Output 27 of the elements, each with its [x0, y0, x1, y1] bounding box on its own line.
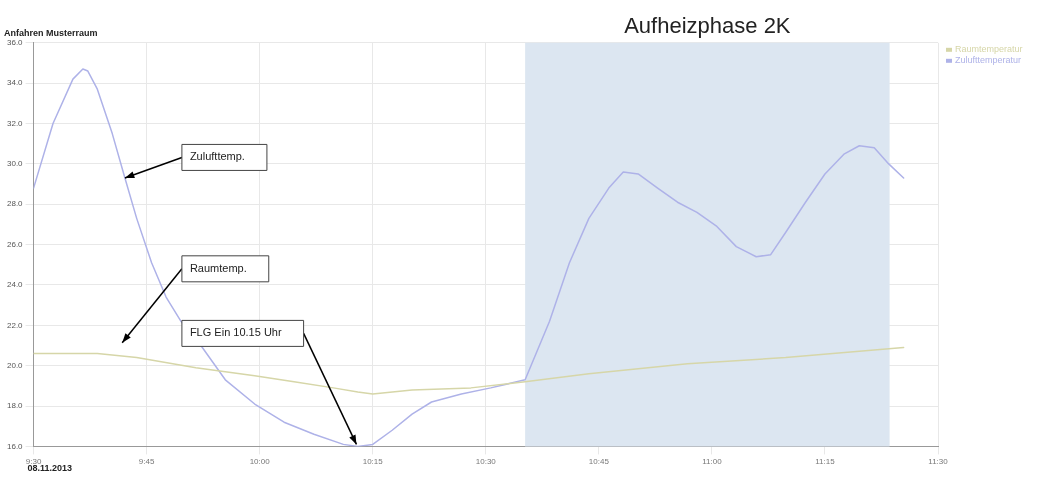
y-tick-label: 32.0: [6, 118, 24, 128]
x-tick-label: 9:45: [138, 457, 155, 467]
legend-label: Raumtemperatur: [955, 43, 1023, 54]
y-tick-label: 30.0: [6, 159, 24, 169]
annotation: Zulufttemp.: [189, 150, 245, 163]
x-tick-label: 11:00: [702, 457, 723, 467]
x-tick-label: 10:00: [249, 457, 271, 467]
x-tick-label: 10:30: [475, 457, 497, 467]
x-tick-label: 11:15: [815, 457, 836, 467]
y-tick-label: 16.0: [6, 441, 24, 451]
y-tick-label: 26.0: [6, 239, 24, 249]
x-tick-label: 10:15: [362, 457, 384, 467]
annotation: Raumtemp.: [189, 261, 247, 274]
y-tick-label: 20.0: [6, 360, 24, 370]
y-tick-label: 28.0: [6, 199, 24, 209]
y-tick-label: 34.0: [6, 78, 24, 88]
y-tick-label: 24.0: [6, 280, 24, 290]
band-label: Aufheizphase 2K: [624, 13, 791, 39]
x-tick-label: 10:45: [588, 457, 610, 467]
y-tick-label: 22.0: [6, 320, 24, 330]
legend-label: Zulufttemperatur: [955, 54, 1022, 65]
y-tick-label: 36.0: [6, 38, 24, 47]
annotation: FLG Ein 10.15 Uhr: [189, 326, 282, 339]
text: 08.11.2013: [27, 463, 73, 474]
y-tick-label: 18.0: [6, 401, 24, 411]
x-tick-label: 11:30: [928, 457, 949, 467]
chart-title: Anfahren Musterraum: [4, 27, 98, 38]
